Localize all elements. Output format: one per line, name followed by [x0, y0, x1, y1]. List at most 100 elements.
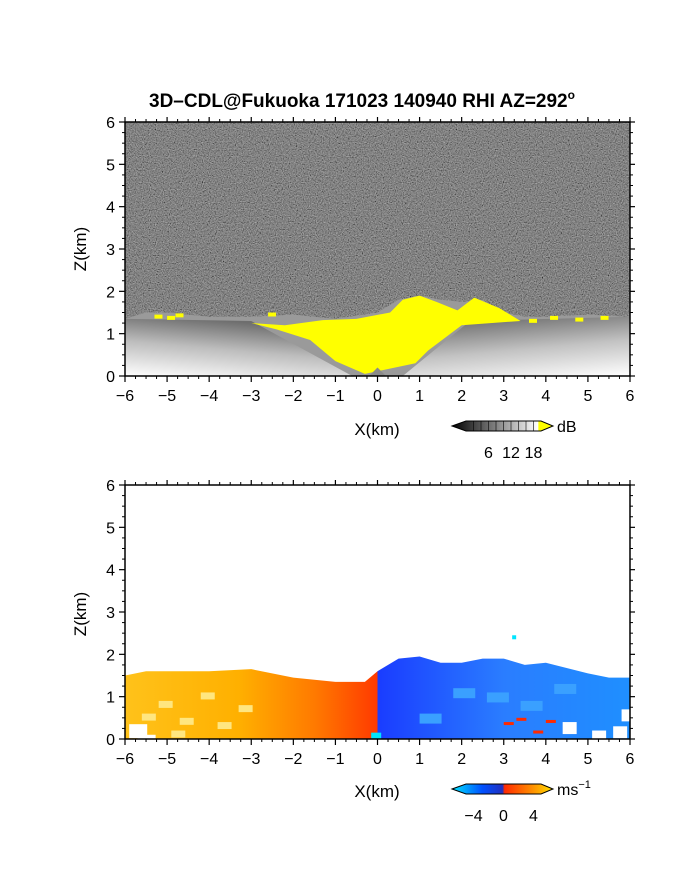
bottom-axes: −6 −5 −4 −3 −2 −1 0 1 2 3 4 5 6 0 1 2 3 4 5 6: [106, 478, 635, 768]
figure-title: 3D–CDL@Fukuoka 171023 140940 RHI AZ=292o: [149, 88, 575, 112]
bottom-colorbar-unit: ms−1: [557, 779, 591, 799]
top-xtick-label: 5: [583, 388, 592, 405]
top-colorbar-ticks: 6 12 18: [473, 421, 543, 462]
bottom-xtick-label: −6: [116, 751, 134, 768]
bottom-echo-pale-speckle: [158, 700, 173, 708]
bottom-panel: −6 −5 −4 −3 −2 −1 0 1 2 3 4 5 6 0 1 2 3 4 5 6 X(km) Z(km) −…: [71, 478, 635, 825]
bottom-ytick-label: 0: [106, 732, 115, 749]
bottom-xtick-label: 0: [373, 751, 382, 768]
top-axes: −6 −5 −4 −3 −2 −1 0 1 2 3 4 5 6 0 1 2 3 4 5 6: [106, 115, 635, 405]
top-xtick-label: −3: [242, 388, 260, 405]
bottom-xtick-label: −2: [284, 751, 302, 768]
top-colorbar-tick-label: 12: [502, 445, 520, 462]
top-echo-yellow-speckle: [154, 314, 163, 319]
bottom-echo-gap: [137, 734, 156, 739]
top-colorbar: 6 12 18 dB: [450, 419, 577, 462]
bottom-echo-red-streak: [533, 730, 544, 734]
top-echo-yellow-speckle: [529, 318, 537, 323]
bottom-echo-pale-speckle: [141, 713, 156, 721]
bottom-echo-red-streak: [545, 719, 556, 723]
bottom-echo-light-blue: [554, 683, 577, 694]
bottom-colorbar-tick-label: 4: [529, 808, 538, 825]
bottom-echo-red-streak: [516, 717, 527, 721]
bottom-colorbar-tick-label: −4: [464, 808, 482, 825]
bottom-echo-layer: [125, 635, 630, 739]
bottom-echo-pale-speckle: [200, 692, 215, 700]
top-xtick-label: −5: [158, 388, 176, 405]
bottom-ytick-label: 1: [106, 690, 115, 707]
top-echo-layer: [125, 295, 630, 376]
bottom-xtick-label: 4: [541, 751, 550, 768]
top-ytick-label: 4: [106, 200, 115, 217]
bottom-xtick-label: 5: [583, 751, 592, 768]
bottom-ytick-label: 3: [106, 605, 115, 622]
top-echo-ground-bump: [369, 367, 386, 376]
bottom-echo-pale-speckle: [179, 717, 194, 725]
bottom-colorbar-bar: [450, 783, 555, 795]
bottom-echo-red-streak: [503, 722, 514, 726]
bottom-colorbar: −4 0 4 ms−1: [450, 779, 591, 825]
bottom-echo-light-blue: [419, 713, 442, 724]
bottom-echo-outlier: [512, 635, 517, 640]
top-ytick-label: 1: [106, 327, 115, 344]
bottom-ytick-label: 4: [106, 563, 115, 580]
top-xtick-label: 2: [457, 388, 466, 405]
top-ytick-label: 2: [106, 284, 115, 301]
top-colorbar-tick-label: 18: [525, 445, 543, 462]
bottom-echo-light-blue: [520, 700, 543, 711]
top-xtick-label: 6: [626, 388, 635, 405]
top-colorbar-tick-label: 6: [484, 445, 493, 462]
bottom-echo-pale-speckle: [217, 722, 232, 730]
bottom-colorbar-tick-label: 0: [499, 808, 508, 825]
bottom-echo-pale-speckle: [238, 705, 253, 713]
bottom-xlabel: X(km): [354, 782, 399, 801]
top-ytick-label: 6: [106, 115, 115, 132]
bottom-echo-light-blue: [486, 692, 509, 703]
bottom-ytick-label: 5: [106, 520, 115, 537]
bottom-colorbar-ticks: −4 0 4: [464, 808, 538, 825]
bottom-ytick-label: 6: [106, 478, 115, 495]
bottom-xtick-label: −3: [242, 751, 260, 768]
top-ytick-label: 3: [106, 242, 115, 259]
bottom-echo-light-blue: [453, 688, 476, 699]
top-xtick-label: 1: [415, 388, 424, 405]
bottom-xtick-label: −4: [200, 751, 218, 768]
top-echo-right-fan: [402, 316, 630, 376]
top-echo-yellow-speckle: [600, 315, 609, 320]
bottom-ytick-label: 2: [106, 647, 115, 664]
top-xtick-label: 4: [541, 388, 550, 405]
bottom-echo-gap-right: [621, 709, 630, 722]
top-ytick-label: 0: [106, 369, 115, 386]
top-xtick-label: −2: [284, 388, 302, 405]
bottom-echo-gap-right: [562, 722, 577, 735]
bottom-colorbar-unit-sup: −1: [578, 779, 591, 791]
bottom-echo-gap-right: [592, 730, 607, 739]
top-echo-yellow-speckle: [167, 315, 176, 320]
top-ytick-label: 5: [106, 157, 115, 174]
top-echo-yellow-speckle: [175, 313, 184, 318]
bottom-echo-gap-right: [613, 726, 628, 739]
top-xtick-label: −4: [200, 388, 218, 405]
top-xtick-label: −1: [326, 388, 344, 405]
bottom-echo-cyan-spot: [371, 732, 382, 739]
bottom-ylabel: Z(km): [71, 592, 90, 636]
top-ylabel: Z(km): [71, 227, 90, 271]
bottom-xtick-label: −1: [326, 751, 344, 768]
top-colorbar-unit: dB: [557, 419, 577, 436]
bottom-echo-pale-speckle: [171, 730, 186, 738]
bottom-echo-gap: [129, 724, 148, 739]
bottom-xtick-label: −5: [158, 751, 176, 768]
top-echo-yellow-speckle: [550, 315, 559, 320]
top-colorbar-bar: [450, 420, 555, 432]
bottom-xtick-label: 3: [499, 751, 508, 768]
bottom-xtick-label: 2: [457, 751, 466, 768]
top-xlabel: X(km): [354, 420, 399, 439]
top-xtick-label: 0: [373, 388, 382, 405]
bottom-xtick-label: 6: [626, 751, 635, 768]
top-xtick-label: −6: [116, 388, 134, 405]
top-echo-yellow: [251, 295, 521, 374]
title-superscript: o: [568, 88, 575, 102]
top-echo-yellow-speckle: [575, 317, 584, 322]
